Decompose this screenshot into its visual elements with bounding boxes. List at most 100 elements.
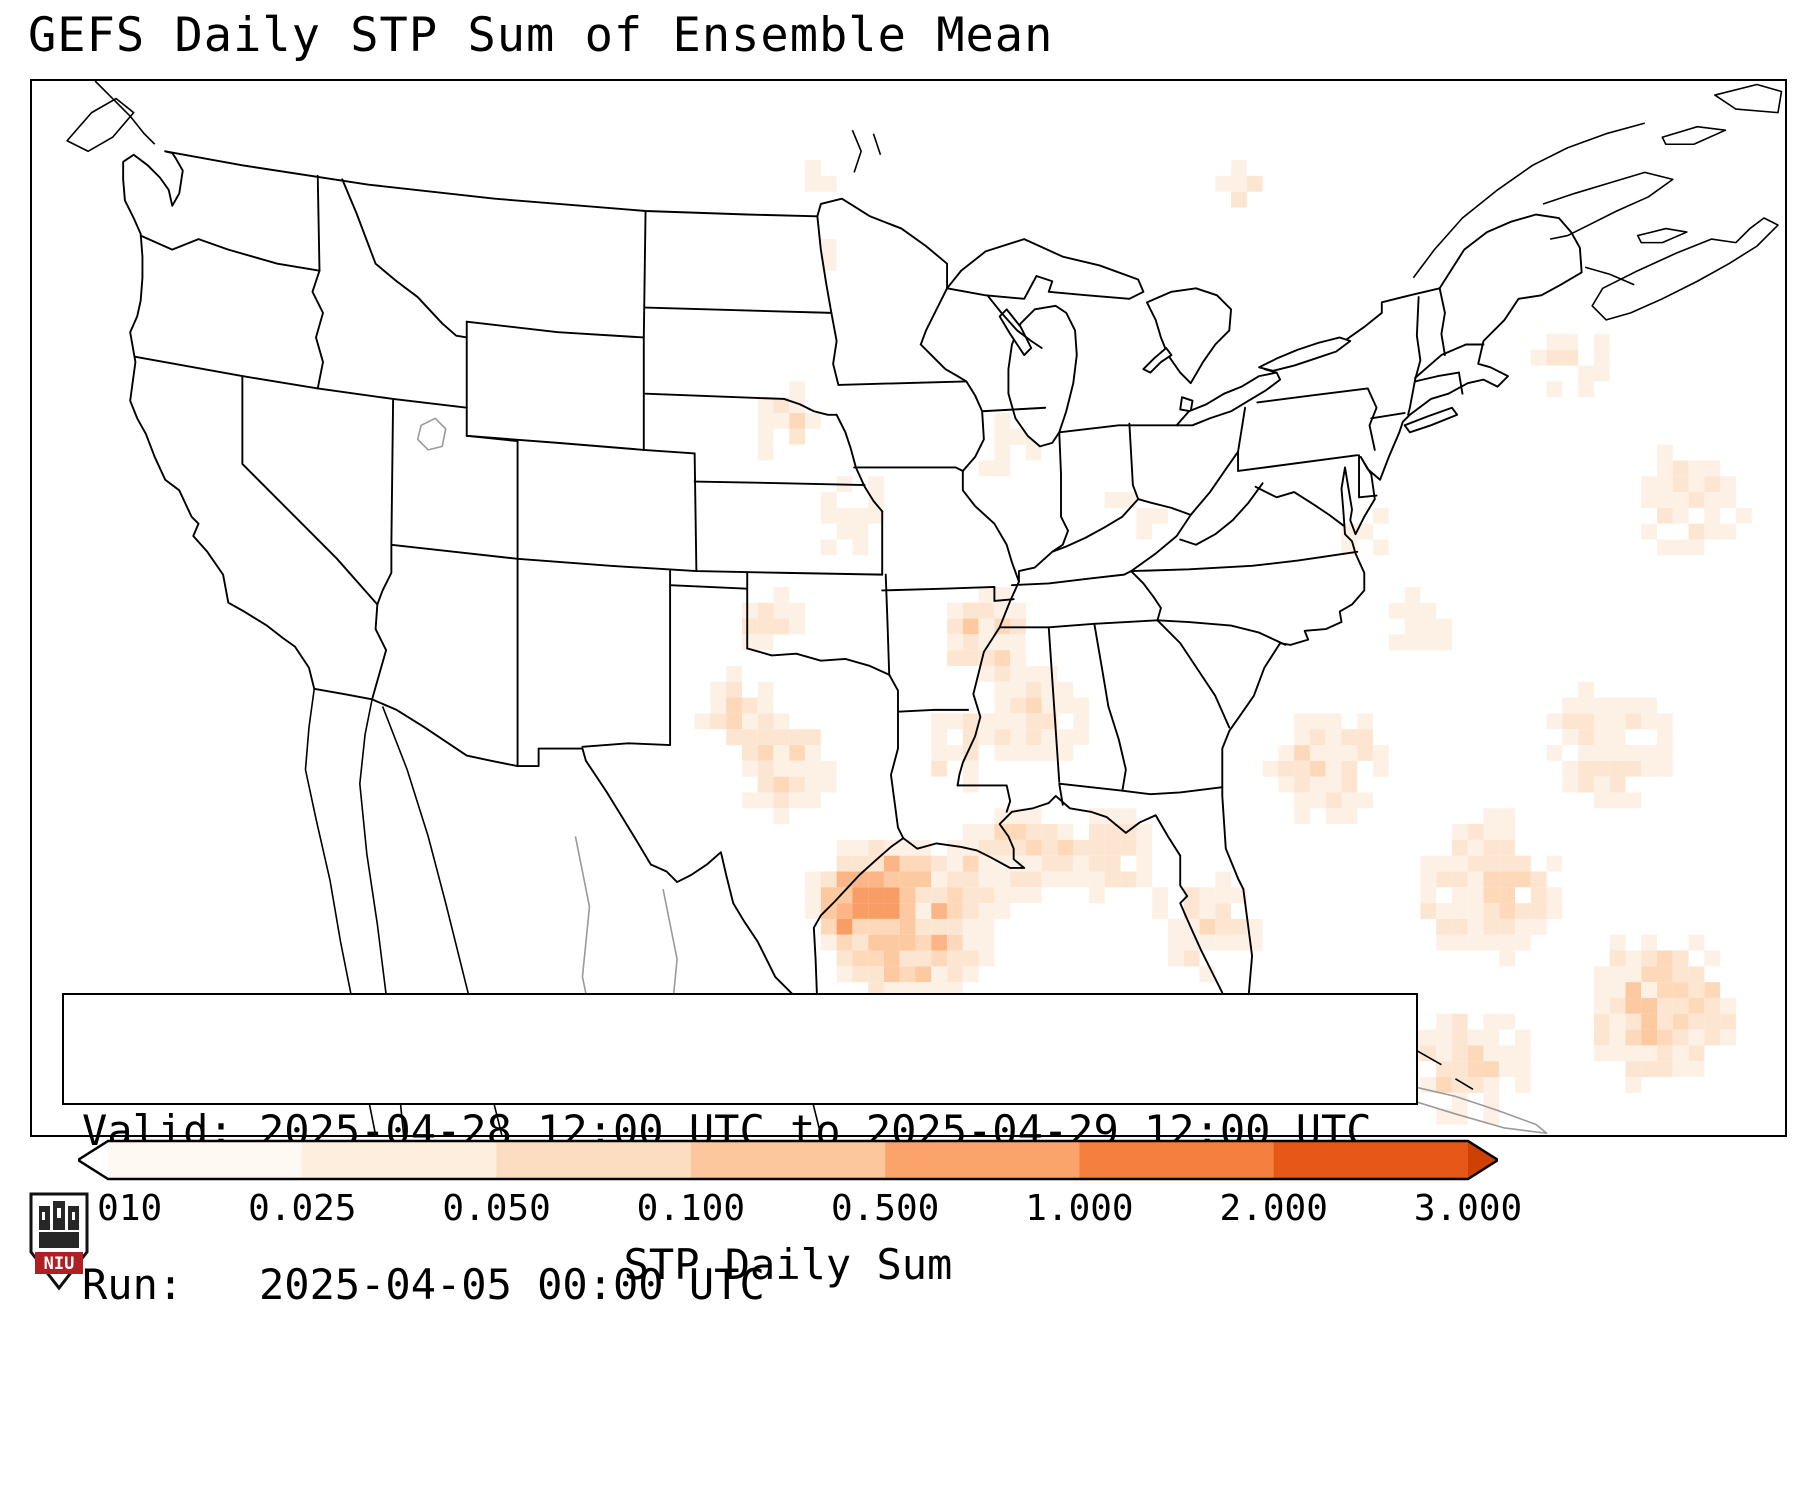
stp-cell: [1089, 887, 1105, 904]
stp-cell: [1183, 903, 1200, 919]
stp-cell: [899, 871, 916, 888]
stp-cell: [994, 887, 1011, 904]
stp-cell: [1215, 903, 1232, 919]
stp-cell: [1073, 713, 1090, 730]
stp-cell: [1672, 460, 1689, 477]
stp-cell: [1657, 1013, 1673, 1030]
stp-cell: [868, 887, 884, 904]
stp-cell: [805, 903, 821, 919]
stp-cell: [1546, 745, 1563, 761]
stp-cell: [1231, 160, 1247, 176]
stp-cell: [1672, 1029, 1689, 1046]
stp-cell: [1593, 1013, 1610, 1030]
stp-cell: [1436, 618, 1452, 635]
stp-cell: [962, 824, 979, 840]
stp-cell: [1467, 934, 1484, 951]
stp-cell: [852, 950, 869, 967]
stp-cell: [852, 539, 869, 556]
stp-cell: [1404, 618, 1421, 635]
stp-cell: [1672, 492, 1689, 508]
stp-cell: [1499, 855, 1516, 872]
stp-cell: [1515, 1077, 1531, 1093]
stp-cell: [978, 634, 995, 651]
stp-cell: [1388, 634, 1405, 651]
stp-cell: [962, 729, 979, 746]
stp-cell: [1041, 665, 1058, 682]
stp-cell: [1436, 1061, 1452, 1078]
stp-cell: [741, 760, 758, 777]
stp-cell: [1451, 934, 1468, 951]
stp-cell: [789, 381, 806, 398]
map-panel: Valid: 2025-04-28 12:00 UTC to 2025-04-2…: [30, 79, 1787, 1309]
stp-cell: [1609, 792, 1626, 809]
stp-cell: [1073, 839, 1090, 856]
stp-cell: [1672, 966, 1689, 983]
stp-cell: [726, 681, 742, 698]
stp-cell: [1404, 602, 1421, 619]
stp-cell: [962, 950, 979, 967]
colorbar-tick-label: 2.000: [1219, 1188, 1328, 1229]
stp-cell: [1625, 1029, 1642, 1046]
stp-cell: [1625, 713, 1642, 730]
stp-cell: [1025, 713, 1042, 730]
stp-cell: [789, 729, 806, 746]
stp-cell: [1057, 871, 1074, 888]
stp-cell: [1057, 839, 1074, 856]
us-map: [32, 81, 1785, 1135]
stp-cell: [852, 523, 869, 540]
colorbar-tick-label: 0.100: [636, 1188, 746, 1229]
stp-cell: [1657, 1029, 1673, 1046]
stp-cell: [1530, 871, 1547, 888]
stp-cell: [1231, 175, 1247, 192]
stp-cell: [820, 175, 837, 192]
stp-cell: [947, 745, 963, 761]
stp-cell: [1089, 824, 1105, 840]
stp-cell: [978, 855, 995, 872]
stp-cell: [1499, 808, 1516, 825]
stp-cell: [1420, 602, 1437, 619]
stp-cell: [1578, 776, 1594, 793]
stp-cell: [994, 839, 1011, 856]
stp-cell: [978, 460, 995, 477]
stp-cell: [1436, 1013, 1452, 1030]
colorbar-tick-label: 0.500: [830, 1188, 940, 1229]
stp-cell: [1467, 1061, 1484, 1078]
stp-cell: [1641, 1013, 1658, 1030]
stp-cell: [962, 713, 979, 730]
stp-cell: [868, 934, 884, 951]
stp-cell: [1420, 1045, 1437, 1062]
stp-cell: [1499, 871, 1516, 888]
stp-cell: [1420, 887, 1437, 904]
stp-cell: [1609, 745, 1626, 761]
stp-cell: [1720, 1013, 1736, 1030]
colorbar-axis-label: STP Daily Sum: [623, 1240, 953, 1289]
stp-cell: [805, 745, 821, 761]
stp-cell: [994, 903, 1011, 919]
stp-cell: [994, 460, 1011, 477]
stp-cell: [1451, 1029, 1468, 1046]
stp-cell: [1467, 1029, 1484, 1046]
stp-cell: [1578, 697, 1594, 714]
saginaw-bay: [1143, 348, 1171, 373]
stp-cell: [1657, 713, 1673, 730]
stp-cell: [1467, 1077, 1484, 1093]
stp-cell: [1025, 839, 1042, 856]
niu-logo: NIU: [29, 1192, 89, 1291]
lake-ontario: [1259, 337, 1350, 370]
stp-cell: [1593, 333, 1610, 350]
stp-cell: [789, 602, 806, 619]
stp-cell: [962, 918, 979, 935]
stp-cell: [1735, 507, 1752, 524]
stp-cell: [1625, 1013, 1642, 1030]
stp-cell: [1373, 760, 1389, 777]
stp-cell: [1625, 1045, 1642, 1062]
stp-cell: [947, 602, 963, 619]
stp-cell: [1593, 729, 1610, 746]
stp-cell: [947, 650, 963, 666]
stp-cell: [1657, 492, 1673, 508]
stp-cell: [1562, 776, 1579, 793]
stp-cell: [1688, 539, 1705, 556]
stp-cell: [1720, 476, 1736, 493]
stp-cell: [789, 618, 806, 635]
stp-cell: [1357, 713, 1374, 730]
